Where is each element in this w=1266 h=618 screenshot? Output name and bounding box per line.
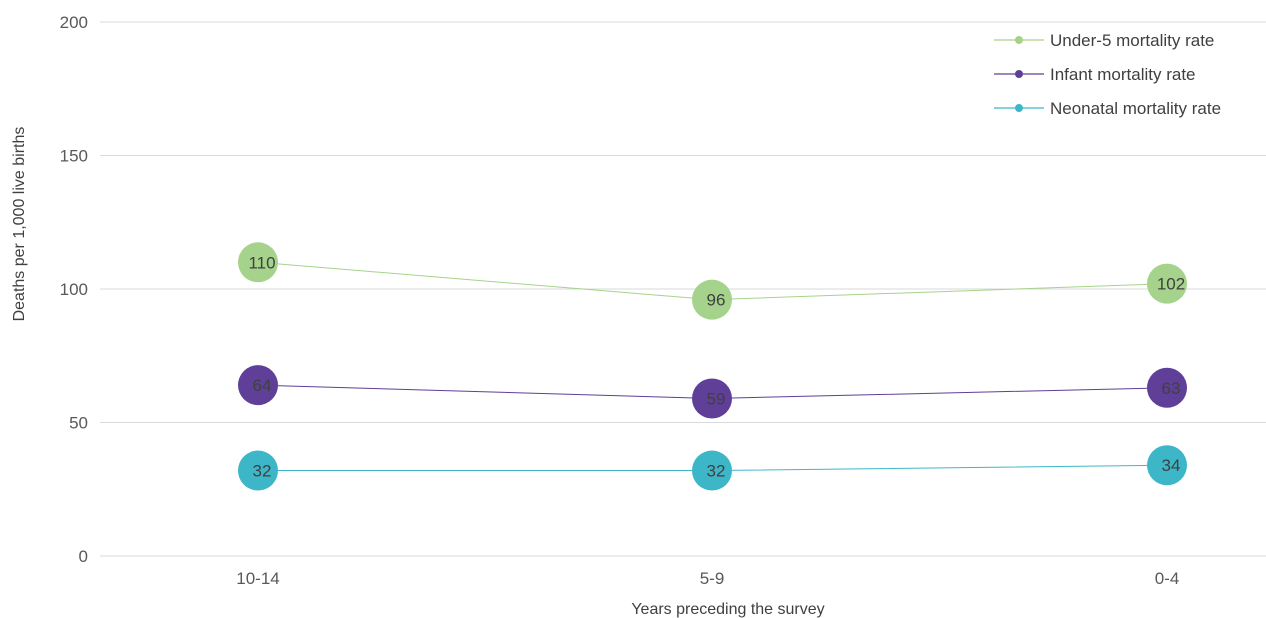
legend-label: Infant mortality rate — [1050, 65, 1196, 84]
data-label: 32 — [707, 462, 726, 481]
x-tick-label: 0-4 — [1155, 569, 1180, 588]
data-point — [692, 450, 732, 491]
data-label: 110 — [248, 253, 275, 272]
series: 64 59 63 — [238, 365, 1187, 419]
data-point — [238, 242, 278, 283]
series: 110 96 102 — [238, 242, 1187, 320]
data-label: 102 — [1157, 275, 1185, 294]
data-point — [1147, 367, 1187, 408]
x-axis-title: Years preceding the survey — [631, 601, 824, 618]
y-tick-label: 100 — [60, 280, 88, 299]
data-label: 59 — [707, 389, 726, 408]
data-label: 64 — [253, 376, 272, 395]
legend-item: Under-5 mortality rate — [994, 31, 1214, 50]
legend-marker — [1015, 70, 1023, 78]
series: 32 32 34 — [238, 445, 1187, 491]
series-group: 110 96 102 64 59 63 32 32 34 — [238, 242, 1187, 491]
legend-marker — [1015, 36, 1023, 44]
data-point — [238, 365, 278, 406]
x-tick-label: 5-9 — [700, 569, 725, 588]
data-label: 96 — [707, 291, 726, 310]
gridlines — [100, 21, 1266, 557]
data-label: 32 — [253, 462, 272, 481]
data-label: 34 — [1162, 456, 1181, 475]
y-tick-label: 150 — [60, 147, 88, 166]
x-axis-ticks: 10-14 5-9 0-4 — [236, 569, 1179, 588]
y-axis-ticks: 0 50 100 150 200 — [60, 13, 88, 566]
y-tick-label: 50 — [69, 414, 88, 433]
data-point — [1147, 263, 1187, 304]
data-point — [1147, 445, 1187, 486]
y-tick-label: 200 — [60, 13, 88, 32]
legend-label: Neonatal mortality rate — [1050, 99, 1221, 118]
legend-item: Infant mortality rate — [994, 65, 1196, 84]
data-point — [692, 378, 732, 419]
legend: Under-5 mortality rate Infant mortality r… — [994, 31, 1221, 118]
data-point — [238, 450, 278, 491]
data-label: 63 — [1162, 379, 1181, 398]
x-tick-label: 10-14 — [236, 569, 279, 588]
legend-label: Under-5 mortality rate — [1050, 31, 1214, 50]
legend-item: Neonatal mortality rate — [994, 99, 1221, 118]
legend-marker — [1015, 104, 1023, 112]
y-axis-title: Deaths per 1,000 live births — [11, 127, 28, 322]
y-tick-label: 0 — [79, 547, 88, 566]
data-point — [692, 279, 732, 320]
